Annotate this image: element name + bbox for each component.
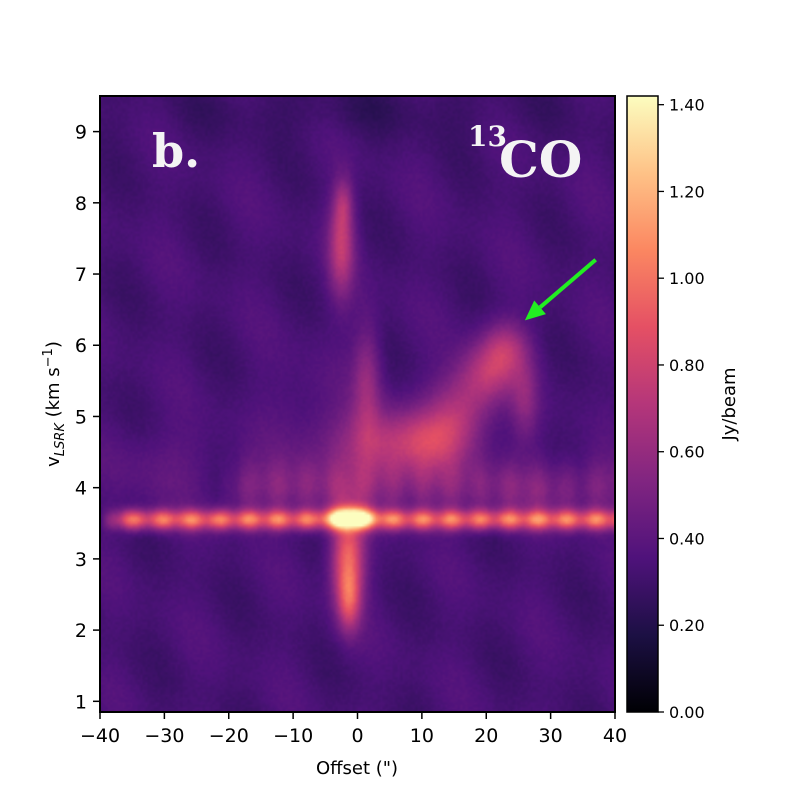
colorbar-tick-label: 1.20 bbox=[669, 182, 705, 201]
y-tick-label: 7 bbox=[75, 264, 87, 286]
y-axis-ticks: 1 2 3 4 5 6 7 8 9 bbox=[75, 122, 100, 713]
colorbar-tick-label: 0.20 bbox=[669, 616, 705, 635]
y-tick-label: 6 bbox=[75, 335, 87, 357]
x-tick-label: −40 bbox=[80, 725, 120, 747]
y-tick-label: 5 bbox=[75, 406, 87, 428]
x-tick-label: 20 bbox=[474, 725, 498, 747]
colorbar-tick-label: 1.40 bbox=[669, 96, 705, 115]
colorbar-tick-label: 0.80 bbox=[669, 356, 705, 375]
x-tick-label: 10 bbox=[410, 725, 434, 747]
colorbar-ticks: 0.00 0.20 0.40 0.60 0.80 1.00 1.20 1.40 bbox=[658, 96, 705, 722]
species-superscript: 13 bbox=[468, 120, 507, 153]
colorbar-tick-label: 0.40 bbox=[669, 529, 705, 548]
colorbar-title: Jy/beam bbox=[719, 367, 740, 441]
y-tick-label: 9 bbox=[75, 122, 87, 144]
x-axis-ticks: −40 −30 −20 −10 0 10 20 30 40 bbox=[80, 712, 627, 747]
x-axis-title: Offset (") bbox=[316, 758, 398, 779]
x-tick-label: 40 bbox=[603, 725, 627, 747]
colorbar-tick-label: 1.00 bbox=[669, 269, 705, 288]
colorbar bbox=[627, 96, 658, 712]
arrow-shaft bbox=[538, 258, 597, 309]
species-label: CO bbox=[499, 130, 582, 189]
x-tick-label: −10 bbox=[273, 725, 313, 747]
x-tick-label: 0 bbox=[351, 725, 363, 747]
heatmap-image bbox=[100, 96, 615, 712]
colorbar-frame bbox=[626, 95, 659, 713]
y-tick-label: 1 bbox=[75, 691, 87, 713]
arrow-head bbox=[524, 300, 546, 321]
colorbar-tick-label: 0.00 bbox=[669, 703, 705, 722]
x-tick-label: −20 bbox=[209, 725, 249, 747]
y-tick-label: 2 bbox=[75, 620, 87, 642]
panel-label: b. bbox=[152, 124, 200, 178]
y-tick-label: 4 bbox=[75, 478, 87, 500]
annotation-arrow bbox=[524, 258, 597, 321]
colorbar-tick-label: 0.60 bbox=[669, 443, 705, 462]
y-tick-label: 3 bbox=[75, 549, 87, 571]
x-tick-label: 30 bbox=[539, 725, 563, 747]
y-axis-title: vLSRK (km s−1) bbox=[41, 341, 68, 467]
y-tick-label: 8 bbox=[75, 193, 87, 215]
x-tick-label: −30 bbox=[144, 725, 184, 747]
